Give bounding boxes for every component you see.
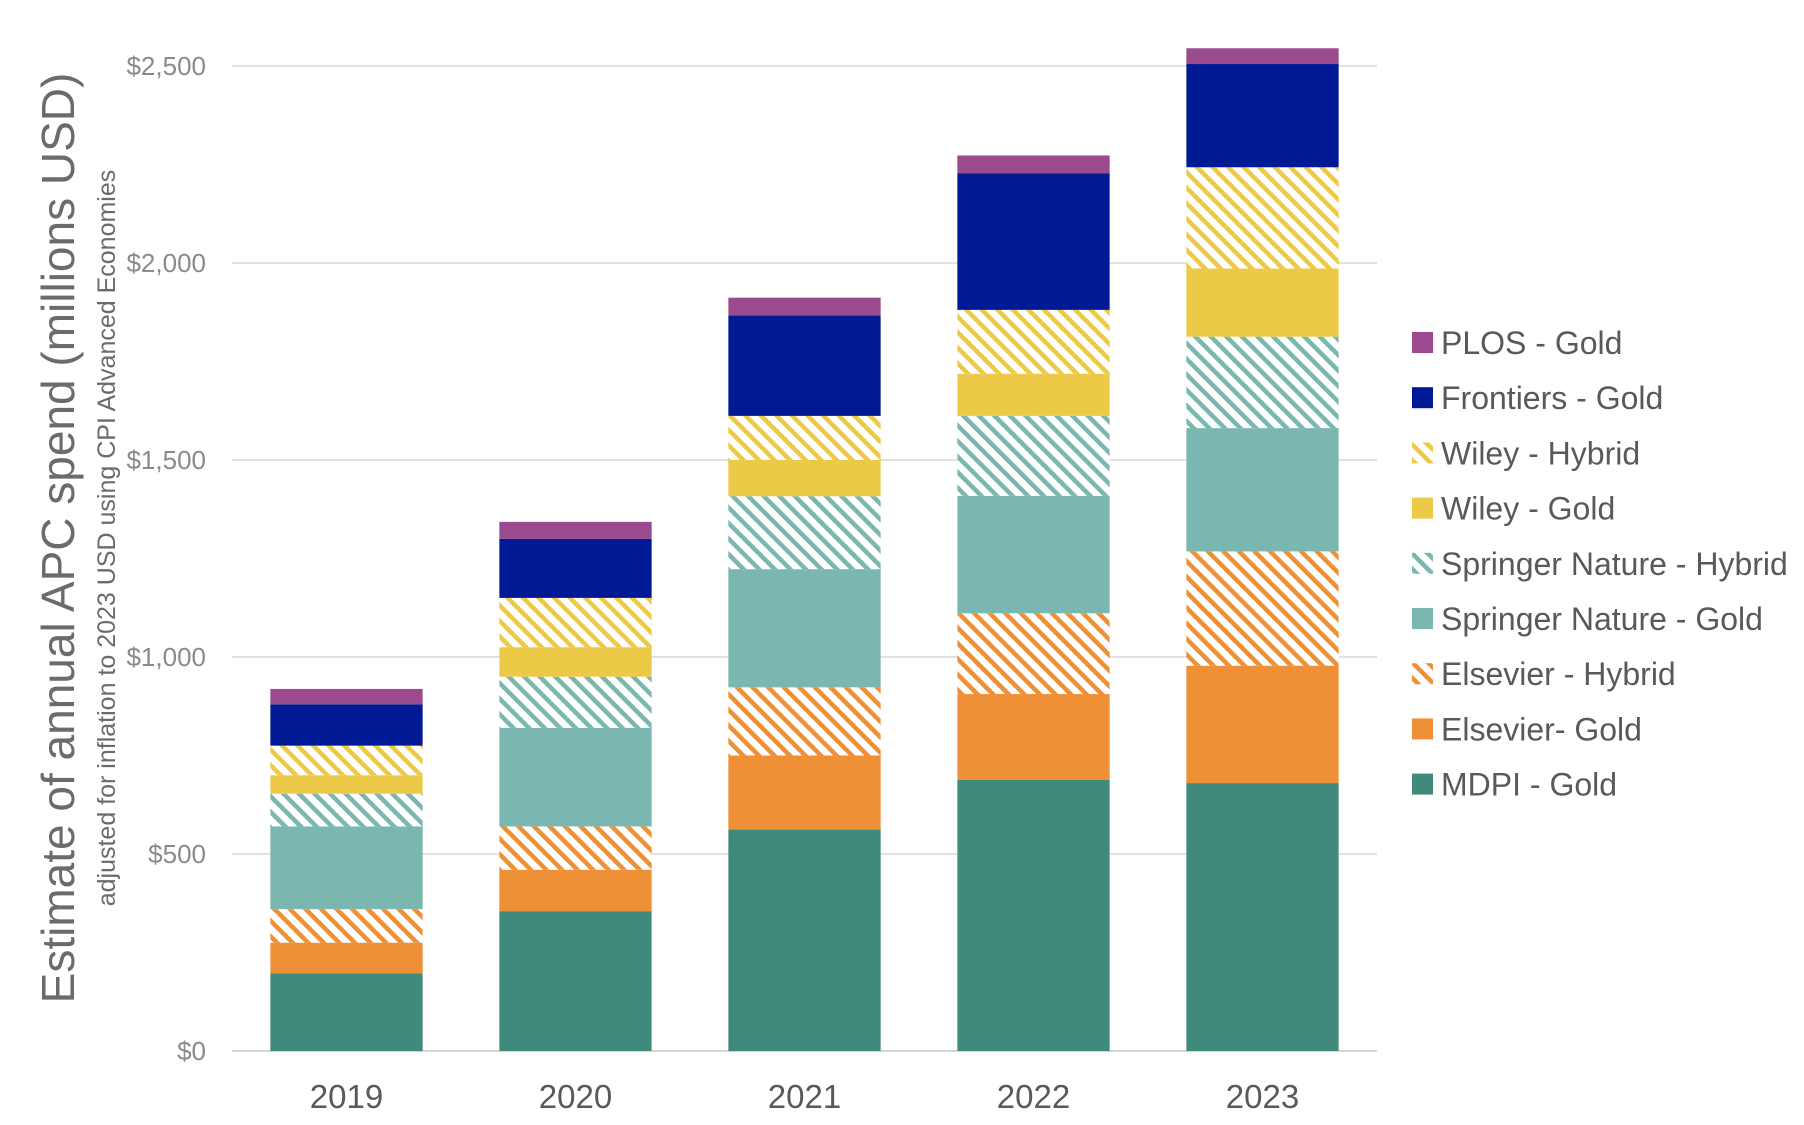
y-axis-sublabel: adjusted for inflation to 2023 USD using… bbox=[93, 170, 121, 907]
legend-label: Wiley - Gold bbox=[1441, 491, 1615, 527]
bar-segment bbox=[499, 911, 652, 1051]
bar-segment bbox=[499, 597, 652, 648]
x-tick-label: 2020 bbox=[539, 1078, 612, 1115]
y-tick-label: $1,000 bbox=[126, 642, 206, 672]
bar-segment bbox=[1186, 268, 1339, 337]
bar-segment bbox=[1186, 167, 1339, 269]
bar-segment bbox=[728, 755, 881, 830]
legend-swatch bbox=[1412, 773, 1433, 795]
bar-segment bbox=[499, 869, 652, 912]
bar-segment bbox=[728, 297, 881, 316]
bar-segment bbox=[957, 495, 1110, 614]
legend-label: MDPI - Gold bbox=[1441, 767, 1617, 803]
legend-label: Wiley - Hybrid bbox=[1441, 435, 1640, 471]
bar-segment bbox=[728, 460, 881, 497]
bar-segment bbox=[728, 829, 881, 1051]
legend: PLOS - Gold Frontiers - Gold Wiley - Hybri… bbox=[1412, 325, 1788, 803]
y-tick-label: $500 bbox=[148, 839, 206, 869]
bar-segment bbox=[1186, 64, 1339, 168]
legend-swatch bbox=[1412, 442, 1433, 464]
bar-segment bbox=[957, 613, 1110, 695]
bar-segment bbox=[957, 415, 1110, 496]
legend-label: Elsevier - Hybrid bbox=[1441, 656, 1676, 692]
legend-swatch bbox=[1412, 497, 1433, 519]
legend-label: Elsevier- Gold bbox=[1441, 711, 1642, 747]
bar-segment bbox=[270, 745, 423, 776]
legend-swatch bbox=[1412, 332, 1433, 353]
bar-segment bbox=[1186, 48, 1339, 65]
legend-swatch bbox=[1412, 387, 1433, 409]
legend-label: Frontiers - Gold bbox=[1441, 380, 1663, 416]
bar-segment bbox=[270, 826, 423, 910]
bar-segment bbox=[499, 521, 652, 539]
y-axis-label: Estimate of annual APC spend (millions U… bbox=[32, 73, 84, 1004]
bar-segment bbox=[1186, 783, 1339, 1051]
bar-segment bbox=[270, 704, 423, 746]
bar-segment bbox=[270, 775, 423, 794]
legend-swatch bbox=[1412, 552, 1433, 574]
legend-label: Springer Nature - Gold bbox=[1441, 601, 1763, 637]
bar-segment bbox=[957, 155, 1110, 174]
x-axis-ticks: 2019 2020 2021 2022 2023 bbox=[310, 1078, 1299, 1115]
legend-swatch bbox=[1412, 608, 1433, 629]
bar-segment bbox=[728, 315, 881, 416]
bar-segment bbox=[1186, 428, 1339, 552]
bars bbox=[270, 48, 1339, 1051]
bar-segment bbox=[728, 569, 881, 688]
y-tick-label: $1,500 bbox=[126, 445, 206, 475]
bar-segment bbox=[499, 538, 652, 598]
x-tick-label: 2021 bbox=[768, 1078, 841, 1115]
legend-swatch bbox=[1412, 718, 1433, 740]
y-tick-label: $2,000 bbox=[126, 248, 206, 278]
bar-segment bbox=[728, 496, 881, 570]
bar-segment bbox=[957, 779, 1110, 1051]
bar-segment bbox=[270, 973, 423, 1051]
x-tick-label: 2023 bbox=[1226, 1078, 1299, 1115]
bar-segment bbox=[957, 373, 1110, 416]
bar-segment bbox=[957, 173, 1110, 310]
bar-segment bbox=[270, 909, 423, 943]
bar-segment bbox=[957, 694, 1110, 780]
bar-segment bbox=[270, 942, 423, 974]
bar-segment bbox=[499, 826, 652, 870]
bar-segment bbox=[270, 793, 423, 827]
bar-segment bbox=[728, 415, 881, 460]
bar-segment bbox=[728, 687, 881, 756]
bar-segment bbox=[1186, 551, 1339, 666]
bar-segment bbox=[499, 727, 652, 827]
bar-segment bbox=[1186, 665, 1339, 784]
legend-label: PLOS - Gold bbox=[1441, 325, 1622, 361]
y-tick-label: $0 bbox=[177, 1036, 206, 1066]
legend-swatch bbox=[1412, 663, 1433, 685]
bar-segment bbox=[499, 647, 652, 677]
legend-label: Springer Nature - Hybrid bbox=[1441, 546, 1788, 582]
y-tick-label: $2,500 bbox=[126, 51, 206, 81]
bar-segment bbox=[499, 676, 652, 728]
y-axis-ticks: $0 $500 $1,000 $1,500 $2,000 $2,500 bbox=[126, 51, 206, 1066]
x-tick-label: 2019 bbox=[310, 1078, 383, 1115]
bar-segment bbox=[270, 688, 423, 705]
bar-segment bbox=[957, 309, 1110, 374]
x-tick-label: 2022 bbox=[997, 1078, 1070, 1115]
bar-segment bbox=[1186, 336, 1339, 429]
